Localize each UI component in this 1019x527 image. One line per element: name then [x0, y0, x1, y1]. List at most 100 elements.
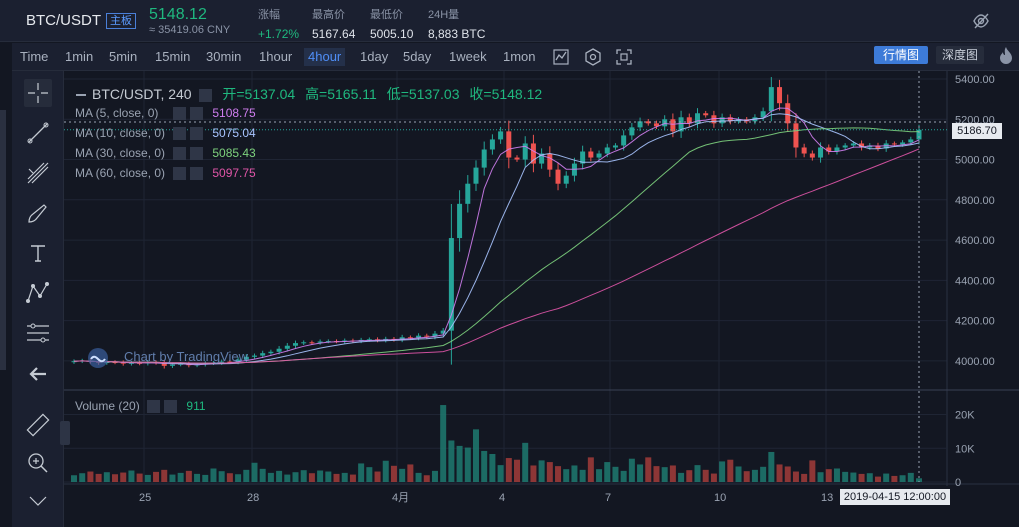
chart-area[interactable]: 5400.00 5200.00 5000.00 4800.00 4600.00 4400.…: [64, 71, 1019, 527]
fullscreen-icon[interactable]: [614, 47, 634, 67]
volume-bar: [423, 475, 430, 482]
main-chart-button[interactable]: 行情图: [874, 46, 928, 64]
stat-high-value: 5167.64: [312, 27, 356, 41]
legend-settings-icon[interactable]: [199, 88, 213, 102]
volume-bar: [907, 472, 914, 482]
volume-legend[interactable]: Volume (20) 911: [75, 399, 206, 414]
candle-body: [785, 103, 791, 124]
volume-bar: [144, 474, 151, 482]
candle-body: [621, 135, 627, 146]
interval-15min[interactable]: 15min: [155, 49, 191, 64]
last-price: 5148.12: [149, 6, 207, 23]
interval-5min[interactable]: 5min: [109, 49, 138, 64]
ma5-remove-icon[interactable]: [190, 107, 203, 121]
interval-5day[interactable]: 5day: [403, 49, 432, 64]
collapse-toolbar-handle[interactable]: [60, 421, 70, 445]
back-arrow-icon[interactable]: [24, 360, 52, 388]
ma60-settings-icon[interactable]: [173, 167, 186, 181]
volume-bar: [235, 474, 242, 482]
ma30-legend[interactable]: MA (30, close, 0) 5085.43: [75, 146, 256, 161]
ma10-settings-icon[interactable]: [173, 127, 186, 141]
text-tool-icon[interactable]: [24, 239, 52, 267]
candle-body: [530, 143, 536, 164]
volume-bar: [481, 450, 488, 482]
ruler-icon[interactable]: [24, 411, 52, 439]
candle-body: [293, 343, 299, 346]
volume-remove-icon[interactable]: [164, 400, 178, 414]
stat-low-label: 最低价: [370, 9, 403, 21]
candle-body: [309, 342, 315, 344]
ma60-legend[interactable]: MA (60, close, 0) 5097.75: [75, 166, 256, 181]
depth-chart-button[interactable]: 深度图: [936, 46, 984, 64]
fib-levels-icon[interactable]: [24, 319, 52, 347]
candle-body: [276, 348, 282, 352]
stat-change: 涨幅 +1.72%: [258, 6, 299, 41]
volume-bar: [194, 473, 201, 482]
volume-bar: [916, 478, 922, 482]
volume-settings-icon[interactable]: [147, 400, 161, 414]
interval-1min[interactable]: 1min: [65, 49, 94, 64]
price-chart[interactable]: 5400.005200.005000.004800.004600.004400.…: [64, 71, 1019, 527]
ma30-line: [73, 127, 920, 364]
outer-scroll-handle[interactable]: [0, 110, 6, 370]
interval-1hour[interactable]: 1hour: [259, 49, 293, 64]
zoom-in-icon[interactable]: [24, 449, 52, 477]
interval-1week[interactable]: 1week: [449, 49, 487, 64]
volume-bar: [95, 473, 102, 482]
stat-volume-label: 24H量: [428, 9, 460, 21]
candle-body: [875, 145, 881, 149]
volume-bar: [489, 453, 496, 482]
interval-4hour[interactable]: 4hour: [304, 48, 346, 66]
volume-bar: [874, 476, 881, 482]
volume-bar: [653, 466, 660, 482]
magnet-icon[interactable]: [24, 491, 52, 519]
pattern-icon[interactable]: [24, 279, 52, 307]
ma10-legend[interactable]: MA (10, close, 0) 5075.04: [75, 126, 256, 141]
interval-time[interactable]: Time: [20, 49, 49, 64]
volume-bar: [538, 460, 545, 482]
candle-body: [128, 362, 134, 364]
ma10-label: MA (10, close, 0): [75, 126, 166, 140]
pitchfork-icon[interactable]: [24, 159, 52, 187]
interval-1day[interactable]: 1day: [360, 49, 389, 64]
pair-name[interactable]: BTC/USDT: [26, 12, 101, 29]
stat-high: 最高价 5167.64: [312, 6, 355, 41]
ma5-legend[interactable]: MA (5, close, 0) 5108.75: [75, 106, 256, 121]
ma30-remove-icon[interactable]: [190, 147, 203, 161]
candle-body: [251, 355, 257, 357]
settings-icon[interactable]: [583, 47, 603, 67]
candle-body: [900, 142, 906, 145]
crosshair-icon[interactable]: [24, 79, 52, 107]
volume-bar: [374, 471, 381, 482]
ma10-remove-icon[interactable]: [190, 127, 203, 141]
volume-bar: [678, 472, 685, 482]
candle-body: [473, 167, 479, 184]
chart-type-icon[interactable]: [551, 47, 571, 67]
candle-body: [506, 131, 512, 158]
interval-30min[interactable]: 30min: [206, 49, 242, 64]
ma5-settings-icon[interactable]: [173, 107, 186, 121]
x-tick-label: 4: [499, 492, 505, 504]
volume-bar: [399, 468, 406, 482]
candle-body: [161, 362, 167, 366]
interval-1mon[interactable]: 1mon: [503, 49, 536, 64]
candle-body: [793, 123, 799, 148]
collapse-legend-icon[interactable]: [76, 94, 86, 97]
flame-icon[interactable]: [998, 46, 1014, 66]
trend-line-icon[interactable]: [24, 119, 52, 147]
volume-bar: [883, 473, 890, 482]
hide-chart-icon[interactable]: [972, 12, 990, 30]
volume-bar: [702, 469, 709, 482]
volume-bar: [358, 463, 365, 482]
ma30-settings-icon[interactable]: [173, 147, 186, 161]
candle-body: [711, 115, 717, 124]
stat-low: 最低价 5005.10: [370, 6, 413, 41]
vol-tick-label: 20K: [955, 410, 975, 422]
brush-icon[interactable]: [24, 199, 52, 227]
volume-bar: [308, 473, 315, 482]
ma60-remove-icon[interactable]: [190, 167, 203, 181]
candle-body: [235, 359, 241, 362]
candle-body: [809, 153, 815, 158]
y-tick-label: 4400.00: [955, 275, 995, 287]
candle-body: [555, 169, 561, 184]
